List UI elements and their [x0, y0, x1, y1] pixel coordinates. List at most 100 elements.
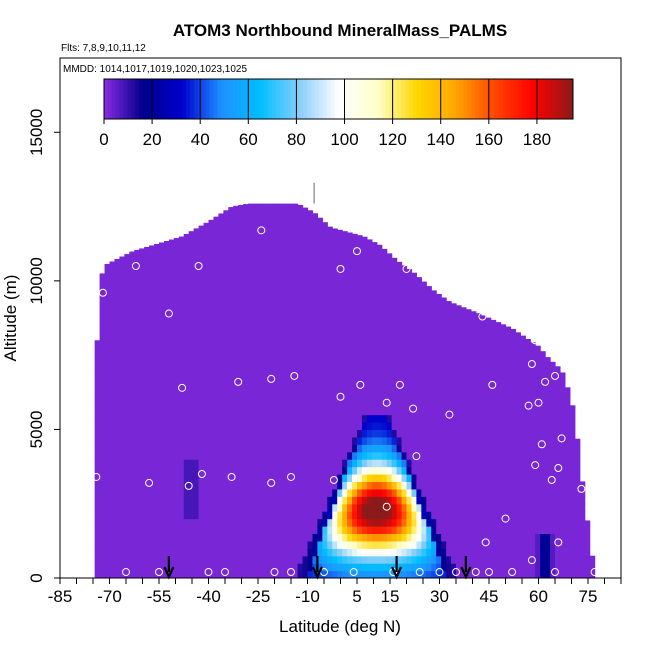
heatmap-cell	[485, 318, 492, 327]
colorbar-tick-label: 0	[99, 130, 108, 149]
heatmap-cell	[277, 548, 284, 557]
heatmap-cell	[312, 213, 318, 215]
heatmap-cell	[99, 399, 106, 408]
heatmap-cell	[366, 251, 373, 260]
heatmap-cell	[411, 273, 417, 282]
heatmap-cell	[203, 273, 210, 282]
heatmap-cell	[559, 392, 566, 401]
heatmap-cell	[337, 243, 343, 252]
heatmap-cell	[342, 474, 348, 483]
heatmap-cell	[381, 422, 388, 431]
heatmap-cell	[401, 399, 408, 408]
colorbar-segment	[397, 79, 402, 119]
heatmap-cell	[490, 533, 497, 542]
colorbar-tick-label: 80	[287, 130, 306, 149]
heatmap-cell	[520, 392, 526, 401]
heatmap-cell	[94, 518, 101, 527]
heatmap-cell	[223, 318, 229, 327]
heatmap-cell	[401, 481, 408, 490]
heatmap-cell	[386, 555, 393, 564]
heatmap-cell	[198, 384, 205, 393]
heatmap-cell	[436, 474, 442, 483]
heatmap-cell	[342, 414, 348, 423]
heatmap-cell	[248, 474, 254, 483]
heatmap-cell	[218, 466, 224, 475]
heatmap-cell	[267, 340, 274, 349]
heatmap-cell	[139, 377, 145, 386]
heatmap-cell	[154, 563, 160, 572]
observation-point	[445, 410, 454, 419]
heatmap-cell	[178, 310, 185, 319]
colorbar-segment	[107, 79, 113, 119]
heatmap-cell	[342, 488, 348, 497]
heatmap-cell	[238, 243, 244, 252]
heatmap-cell	[159, 503, 165, 512]
heatmap-cell	[446, 332, 452, 341]
heatmap-cell	[119, 511, 125, 520]
colorbar-segment	[530, 79, 535, 119]
heatmap-cell	[545, 377, 551, 386]
heatmap-cell	[258, 303, 264, 312]
heatmap-cell	[287, 563, 294, 572]
heatmap-cell	[302, 280, 309, 289]
heatmap-cell	[475, 496, 482, 505]
heatmap-cell	[193, 377, 200, 386]
heatmap-cell	[183, 288, 190, 297]
heatmap-cell	[208, 548, 215, 557]
heatmap-cell	[277, 206, 284, 215]
heatmap-cell	[381, 555, 388, 564]
heatmap-cell	[188, 377, 195, 386]
heatmap-cell	[559, 466, 566, 475]
heatmap-cell	[114, 407, 120, 416]
heatmap-cell	[168, 370, 175, 379]
heatmap-cell	[297, 214, 304, 223]
heatmap-cell	[530, 503, 536, 512]
heatmap-cell	[381, 474, 388, 483]
heatmap-cell	[460, 347, 467, 356]
heatmap-cell	[391, 518, 398, 527]
heatmap-cell	[168, 273, 175, 282]
heatmap-cell	[451, 444, 457, 453]
heatmap-cell	[139, 340, 145, 349]
heatmap-cell	[332, 459, 338, 468]
heatmap-cell	[94, 563, 101, 572]
heatmap-cell	[223, 303, 229, 312]
heatmap-cell	[525, 377, 531, 386]
heatmap-cell	[218, 540, 224, 549]
heatmap-cell	[159, 377, 165, 386]
heatmap-cell	[342, 288, 348, 297]
heatmap-cell	[109, 518, 116, 527]
heatmap-cell	[416, 332, 422, 341]
heatmap-cell	[411, 392, 417, 401]
heatmap-cell	[347, 548, 353, 557]
heatmap-cell	[302, 488, 309, 497]
heatmap-cell	[238, 466, 244, 475]
heatmap-cell	[485, 466, 492, 475]
heatmap-cell	[193, 288, 200, 297]
heatmap-cell	[163, 399, 170, 408]
heatmap-cell	[223, 444, 229, 453]
heatmap-cell	[208, 236, 215, 245]
heatmap-cell	[248, 332, 254, 341]
heatmap-cell	[134, 555, 140, 564]
heatmap-cell	[243, 392, 249, 401]
heatmap-cell	[99, 436, 106, 445]
heatmap-cell	[406, 370, 413, 379]
heatmap-cell	[386, 481, 393, 490]
heatmap-cell	[381, 251, 388, 260]
observation-point	[557, 321, 566, 330]
heatmap-cell	[272, 399, 279, 408]
heatmap-cell	[178, 488, 185, 497]
colorbar-segment	[326, 79, 332, 119]
heatmap-cell	[272, 526, 279, 535]
heatmap-cell	[559, 399, 566, 408]
heatmap-cell	[411, 533, 417, 542]
heatmap-cell	[579, 533, 586, 542]
heatmap-cell	[317, 377, 323, 386]
heatmap-cell	[297, 362, 304, 371]
heatmap-cell	[500, 324, 507, 327]
observation-point	[412, 452, 421, 461]
heatmap-cell	[124, 377, 130, 386]
heatmap-cell	[258, 251, 264, 260]
heatmap-cell	[109, 526, 116, 535]
